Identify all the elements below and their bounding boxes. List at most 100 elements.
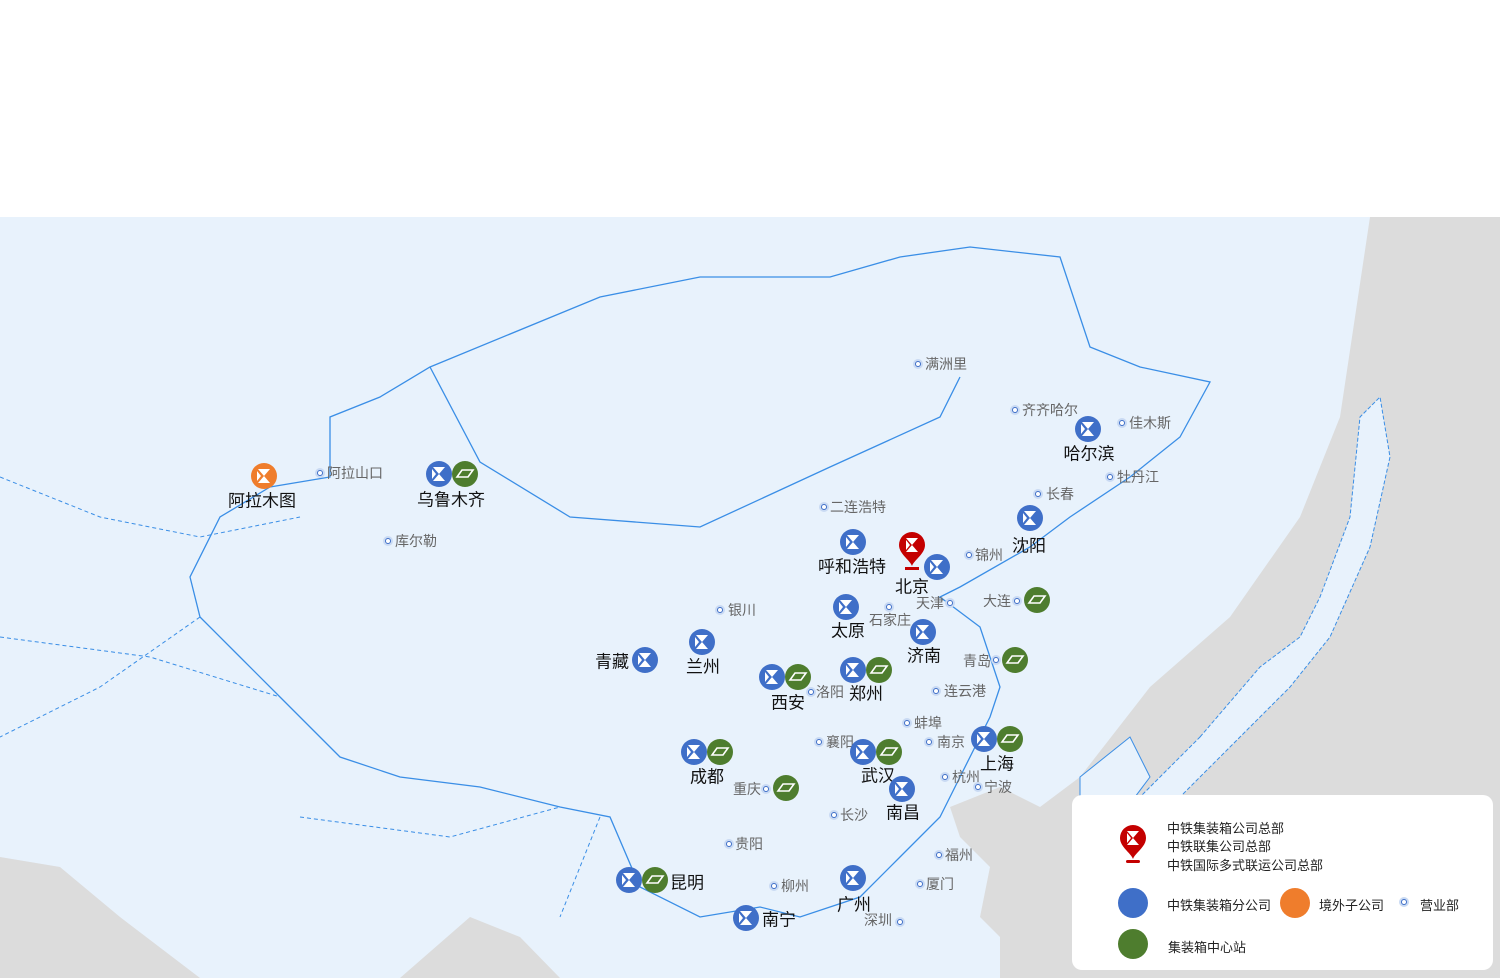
legend-hq-line: 中铁国际多式联运公司总部 [1167,859,1324,874]
office-marker-icon[interactable] [934,850,944,860]
city-label: 呼和浩特 [818,557,886,578]
office-marker-icon[interactable] [902,718,912,728]
office-marker-icon[interactable] [964,550,974,560]
branch-marker-icon[interactable] [426,461,452,487]
hub-marker-icon[interactable] [452,461,478,487]
city-label: 深圳 [864,913,892,929]
office-marker-icon[interactable] [945,598,955,608]
legend-branch-label: 中铁集装箱分公司 [1167,899,1272,914]
branch-marker-icon[interactable] [733,905,759,931]
branch-marker-icon[interactable] [840,865,866,891]
office-marker-icon[interactable] [383,536,393,546]
legend-hq-line: 中铁联集公司总部 [1167,840,1272,855]
branch-marker-icon[interactable] [850,739,876,765]
branch-marker-icon[interactable] [840,657,866,683]
city-label: 乌鲁木齐 [417,490,485,511]
hub-marker-icon[interactable] [997,726,1023,752]
city-label: 福州 [945,848,973,864]
hub-marker-icon[interactable] [866,657,892,683]
city-label: 二连浩特 [830,500,886,516]
city-label: 洛阳 [816,685,844,701]
city-label: 厦门 [926,877,954,893]
city-label: 南宁 [762,910,796,931]
office-marker-icon[interactable] [1010,405,1020,415]
office-marker-icon[interactable] [315,468,325,478]
office-marker-icon[interactable] [895,917,905,927]
city-label: 沈阳 [1012,536,1046,557]
office-marker-icon[interactable] [884,602,894,612]
legend-office-label: 营业部 [1420,899,1460,914]
city-label: 佳木斯 [1129,416,1171,432]
office-marker-icon[interactable] [769,881,779,891]
branch-marker-icon[interactable] [889,776,915,802]
city-label: 满洲里 [925,357,967,373]
office-marker-icon[interactable] [715,605,725,615]
hub-marker-icon[interactable] [642,867,668,893]
city-label: 武汉 [861,766,895,787]
branch-marker-icon[interactable] [616,867,642,893]
legend-hq-line: 中铁集装箱公司总部 [1167,822,1285,837]
hub-marker-icon[interactable] [707,739,733,765]
office-marker-icon[interactable] [915,879,925,889]
city-label: 襄阳 [826,735,854,751]
office-marker-icon[interactable] [819,502,829,512]
city-label: 昆明 [670,873,704,894]
branch-marker-icon[interactable] [681,739,707,765]
city-label: 长春 [1046,487,1074,503]
branch-marker-icon[interactable] [689,629,715,655]
city-label: 郑州 [849,684,883,705]
branch-marker-icon[interactable] [759,664,785,690]
office-marker-icon[interactable] [931,686,941,696]
city-label: 连云港 [944,684,986,700]
hub-marker-icon[interactable] [876,739,902,765]
city-label: 天津 [916,596,944,612]
branch-marker-icon[interactable] [924,554,950,580]
branch-marker-icon[interactable] [840,529,866,555]
office-marker-icon[interactable] [940,772,950,782]
office-marker-icon[interactable] [806,687,816,697]
office-marker-icon[interactable] [924,737,934,747]
city-label: 齐齐哈尔 [1022,403,1078,419]
office-marker-icon[interactable] [829,810,839,820]
city-label: 长沙 [840,808,868,824]
city-label: 南昌 [886,803,920,824]
overseas-icon [1280,888,1310,918]
city-label: 南京 [937,735,965,751]
city-label: 阿拉木图 [228,491,296,512]
office-marker-icon[interactable] [814,737,824,747]
city-label: 石家庄 [869,613,911,629]
branch-marker-icon[interactable] [910,619,936,645]
office-marker-icon[interactable] [1012,596,1022,606]
hub-marker-icon[interactable] [1002,647,1028,673]
map-background [0,217,1500,978]
office-marker-icon[interactable] [991,655,1001,665]
office-marker-icon[interactable] [724,839,734,849]
map[interactable]: 阿拉木图 阿拉山口 乌鲁木齐 库尔勒 满洲里 齐齐哈尔 佳木斯 哈尔滨 牡丹江 长春 沈阳 二连浩特呼… [0,217,1500,978]
office-marker-icon[interactable] [1033,489,1043,499]
city-label: 济南 [907,646,941,667]
hub-marker-icon[interactable] [773,775,799,801]
city-label: 广州 [837,895,871,916]
city-label: 成都 [690,767,724,788]
branch-marker-icon[interactable] [632,647,658,673]
office-marker-icon[interactable] [761,784,771,794]
branch-marker-icon[interactable] [1075,416,1101,442]
office-marker-icon[interactable] [913,359,923,369]
city-label: 哈尔滨 [1063,444,1115,465]
overseas-marker-icon[interactable] [251,463,277,489]
office-marker-icon[interactable] [973,782,983,792]
office-marker-icon[interactable] [1105,472,1115,482]
hub-icon [1118,929,1148,959]
city-label: 北京 [895,577,929,598]
branch-marker-icon[interactable] [971,726,997,752]
city-label: 兰州 [686,657,720,678]
city-label: 杭州 [952,770,980,786]
city-label: 银川 [728,603,756,619]
branch-marker-icon[interactable] [1017,505,1043,531]
branch-marker-icon[interactable] [833,594,859,620]
office-marker-icon[interactable] [1117,418,1127,428]
hub-marker-icon[interactable] [1024,587,1050,613]
city-label: 锦州 [975,548,1003,564]
hq-pin-icon[interactable] [897,530,927,576]
hub-marker-icon[interactable] [785,664,811,690]
